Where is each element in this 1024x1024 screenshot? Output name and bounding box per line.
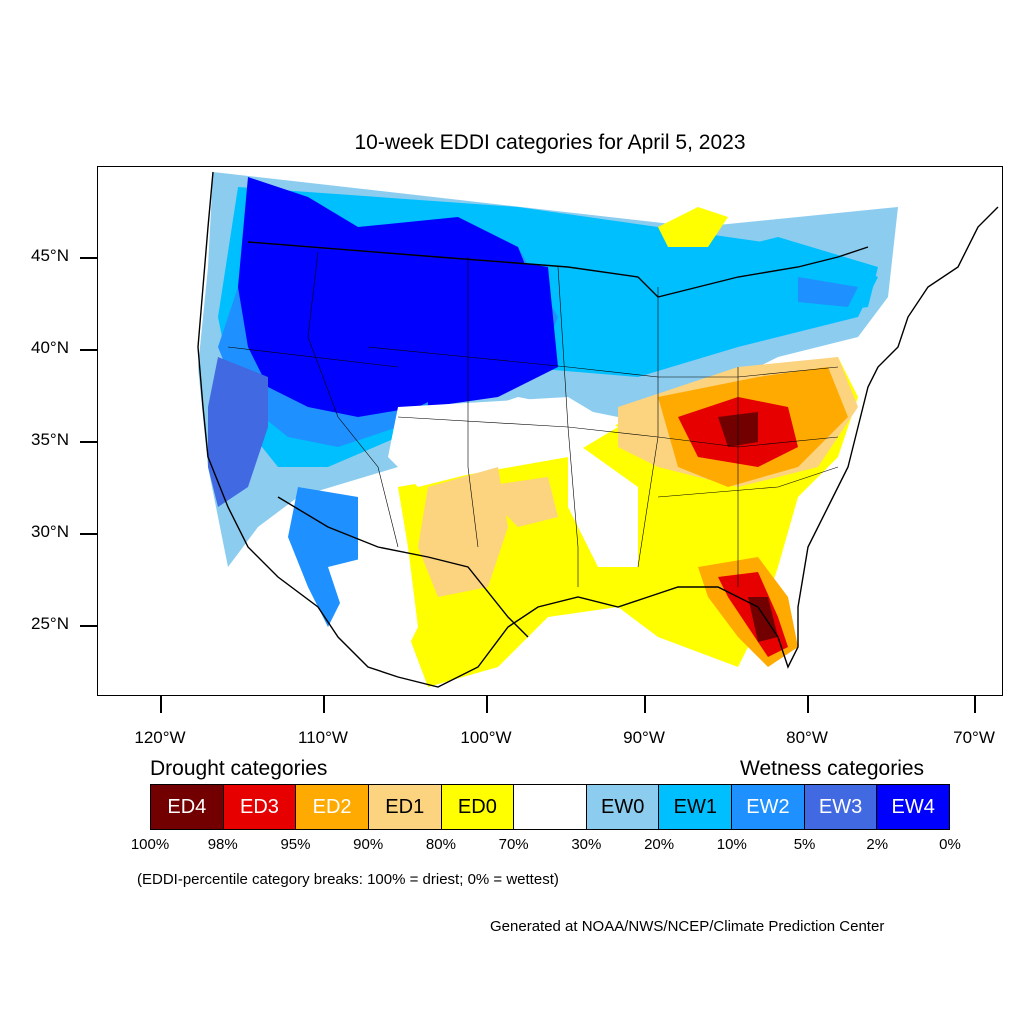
lat-label-35: 35°N (31, 430, 69, 449)
percentile-break-label: 20% (644, 836, 675, 853)
legend-box-ed1: ED1 (368, 785, 442, 829)
lon-tick (323, 696, 325, 713)
lat-tick (80, 257, 97, 259)
lat-label-30: 30°N (31, 522, 69, 541)
lat-label-25: 25°N (31, 614, 69, 633)
lon-label-80: 80°W (786, 728, 828, 747)
lon-tick (807, 696, 809, 713)
legend-box-ew3: EW3 (804, 785, 878, 829)
lon-label-90: 90°W (623, 728, 665, 747)
lon-tick (160, 696, 162, 713)
percentile-break-label: 95% (280, 836, 311, 853)
lon-tick (486, 696, 488, 713)
eddi-map (97, 166, 1003, 696)
map-title: 10-week EDDI categories for April 5, 202… (354, 131, 746, 154)
legend-box-ed0: ED0 (441, 785, 515, 829)
legend-box-neutral (514, 785, 587, 829)
lon-tick (644, 696, 646, 713)
lat-label-45: 45°N (31, 246, 69, 265)
percentile-break-label: 5% (793, 836, 816, 853)
category-break-note: (EDDI-percentile category breaks: 100% =… (137, 871, 559, 888)
lat-tick (80, 625, 97, 627)
boundaries (197, 171, 999, 688)
legend-box-ed4: ED4 (151, 785, 224, 829)
wetness-categories-heading: Wetness categories (740, 757, 925, 780)
map-canvas (197, 171, 999, 688)
lon-label-70: 70°W (953, 728, 995, 747)
lat-tick (80, 441, 97, 443)
percentile-break-label: 30% (571, 836, 602, 853)
lat-tick (80, 349, 97, 351)
percentile-break-label: 80% (425, 836, 456, 853)
lon-label-120: 120°W (134, 728, 186, 747)
percentile-break-label: 2% (866, 836, 889, 853)
percentile-break-label: 90% (353, 836, 384, 853)
lat-label-40: 40°N (31, 338, 69, 357)
percentile-break-label: 70% (498, 836, 529, 853)
lat-tick (80, 533, 97, 535)
legend-box-ew2: EW2 (732, 785, 805, 829)
legend-box-ew0: EW0 (586, 785, 660, 829)
lon-tick (974, 696, 976, 713)
legend-box-ed3: ED3 (223, 785, 297, 829)
lon-label-100: 100°W (460, 728, 512, 747)
percentile-break-label: 0% (939, 836, 961, 853)
drought-categories-heading: Drought categories (150, 757, 328, 780)
percentile-break-label: 10% (716, 836, 747, 853)
legend-box-ew4: EW4 (877, 785, 950, 829)
legend-color-bar: ED4 ED3 ED2 ED1 ED0 EW0 EW1 EW2 EW3 EW4 (150, 784, 950, 830)
percentile-break-label: 98% (207, 836, 238, 853)
percentile-break-label: 100% (130, 836, 170, 853)
lon-label-110: 110°W (298, 728, 348, 747)
legend-box-ed2: ED2 (296, 785, 369, 829)
credit-line: Generated at NOAA/NWS/NCEP/Climate Predi… (490, 918, 885, 935)
legend-box-ew1: EW1 (659, 785, 733, 829)
state-lines (227, 251, 839, 587)
